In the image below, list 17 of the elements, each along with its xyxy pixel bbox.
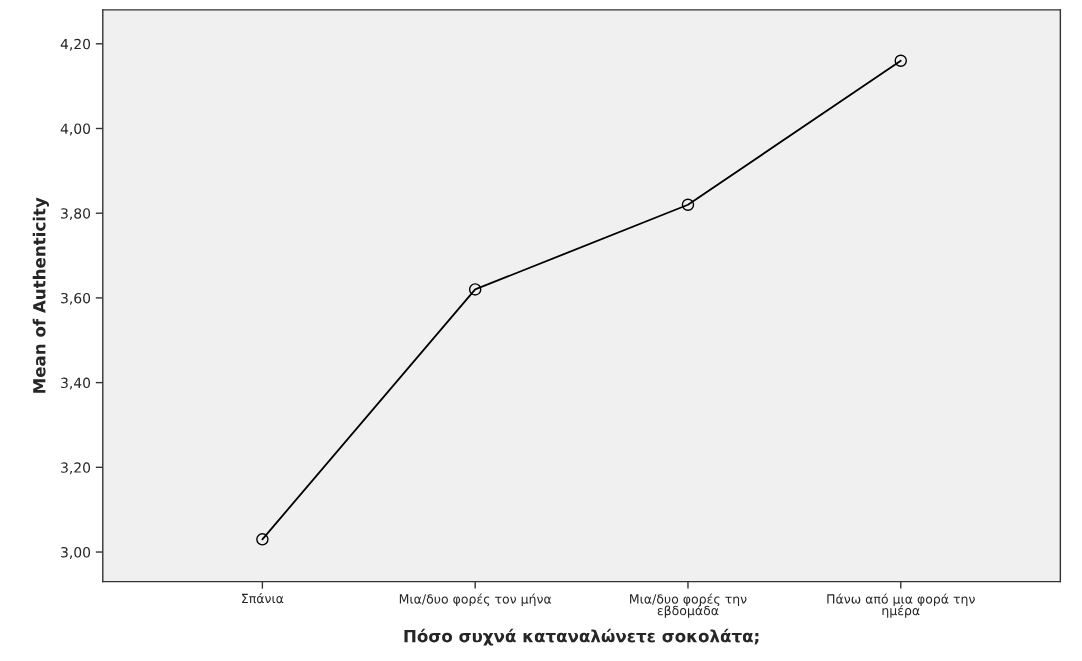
x-tick-label: Σπάνια — [242, 592, 284, 604]
y-tick-label: 3,40 — [61, 377, 91, 390]
y-axis-title: Mean of Authenticity — [32, 197, 49, 393]
y-tick-label: 3,80 — [61, 208, 91, 221]
x-tick-label: Μια/δυο φορές τον μήνα — [399, 593, 552, 607]
y-tick-label: 3,00 — [61, 547, 91, 559]
point — [468, 283, 482, 296]
point — [894, 54, 908, 67]
y-tick-label: 3,60 — [61, 292, 91, 305]
point — [256, 533, 269, 546]
point — [681, 198, 695, 211]
y-tick-label: 4,00 — [60, 123, 91, 136]
x-tick-label: Πάνω από μια φορά την ημέρα — [827, 593, 975, 618]
x-axis-title: Πόσο συχνά καταναλώνετε σοκολάτα; — [404, 628, 759, 646]
x-tick-label: Μια/δυο φορές την εβδομάδα — [630, 593, 747, 618]
y-tick-label: 4,20 — [60, 38, 91, 51]
y-tick-label: 3,20 — [61, 462, 91, 475]
